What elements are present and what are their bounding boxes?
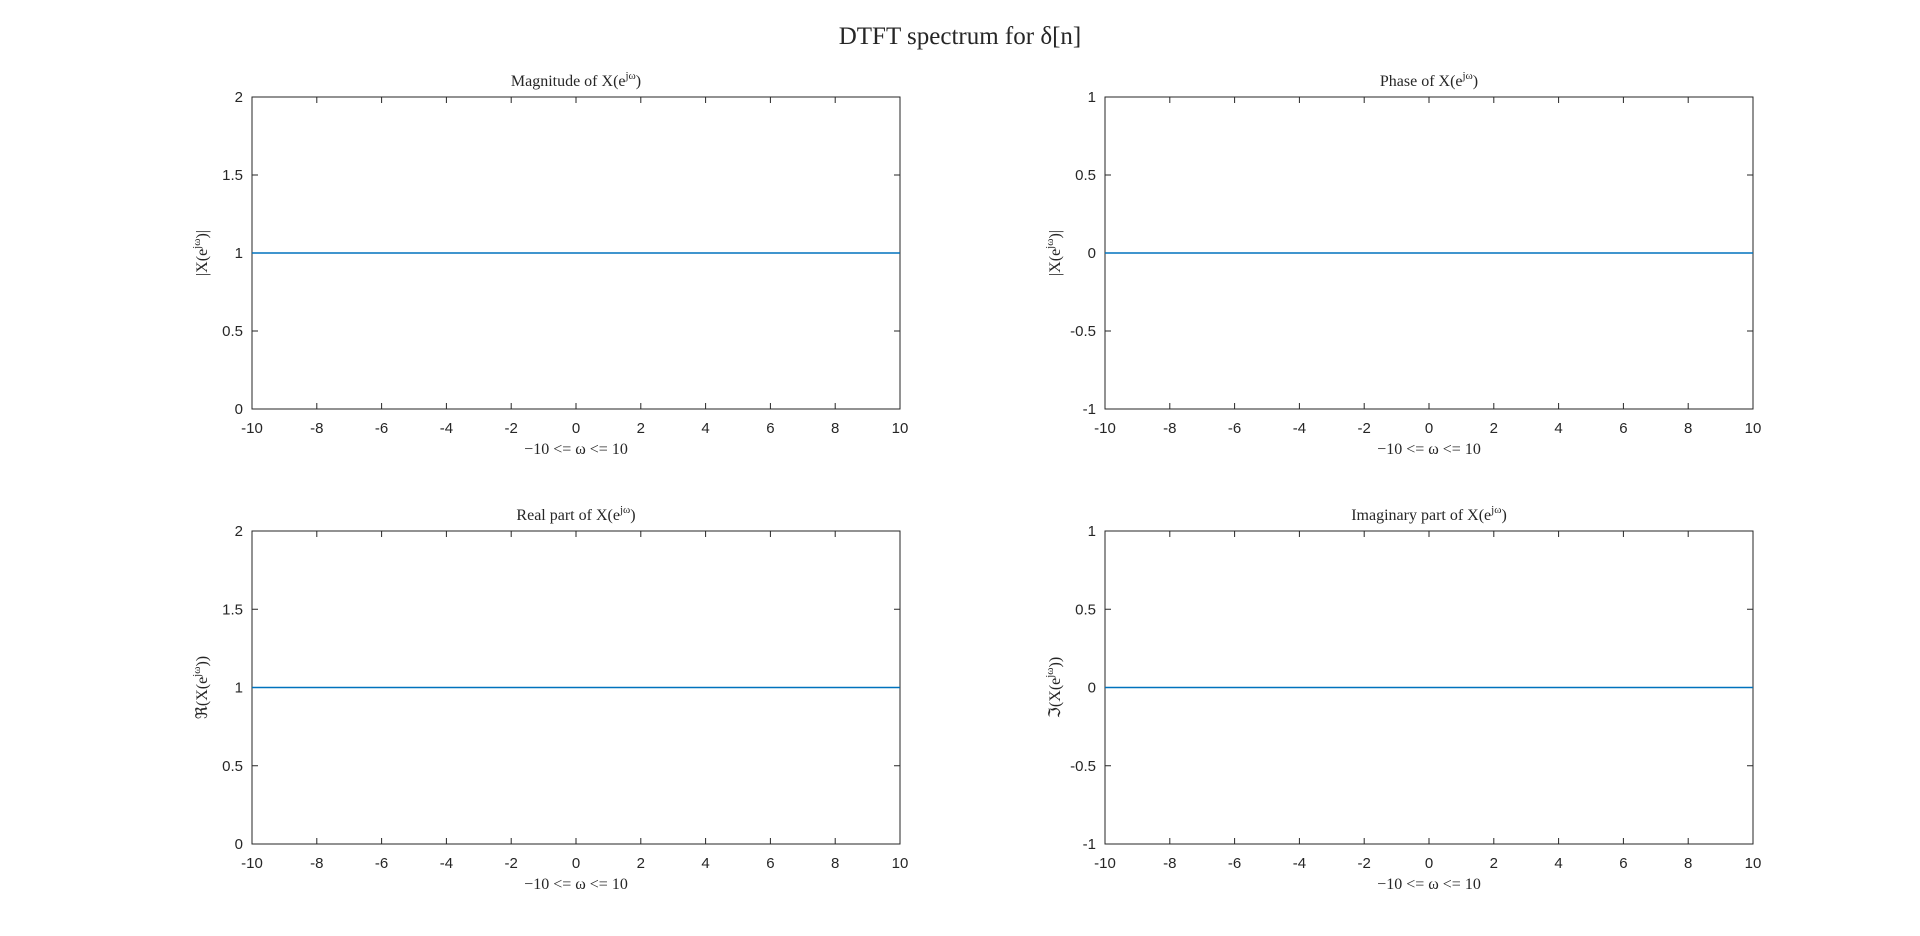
x-tick-label: -10 [241, 420, 263, 437]
x-axis-label: −10 <= ω <= 10 [1377, 441, 1481, 458]
x-tick-label: 10 [1745, 855, 1762, 872]
x-tick-label: 8 [831, 420, 839, 437]
y-tick-label: 0.5 [222, 758, 243, 775]
x-tick-label: 10 [892, 855, 909, 872]
x-axis-label: −10 <= ω <= 10 [524, 441, 628, 458]
y-tick-label: -0.5 [1070, 323, 1096, 340]
x-tick-label: 0 [572, 420, 580, 437]
x-tick-label: 0 [1425, 420, 1433, 437]
y-axis-label: ℜ(X(ejω)) [191, 656, 211, 719]
y-tick-label: 1 [235, 680, 243, 697]
x-tick-label: -2 [1358, 855, 1371, 872]
x-tick-label: 2 [637, 855, 645, 872]
x-tick-label: -6 [375, 420, 388, 437]
y-tick-label: -0.5 [1070, 758, 1096, 775]
x-tick-label: -6 [1228, 420, 1241, 437]
x-tick-label: -2 [505, 855, 518, 872]
x-tick-label: -8 [1163, 855, 1176, 872]
x-tick-label: 4 [701, 420, 709, 437]
y-tick-label: 2 [235, 89, 243, 106]
y-tick-label: 1 [1088, 523, 1096, 540]
subplot-4: -10 -8 -6 -4 -2 0 2 4 6 8 10 -1 -0.5 0 0.5 1 Imaginary p… [1044, 504, 1761, 893]
x-tick-label: 6 [1619, 420, 1627, 437]
x-tick-label: 0 [1425, 855, 1433, 872]
x-tick-label: -10 [1094, 855, 1116, 872]
y-tick-label: 0 [1088, 680, 1096, 697]
x-tick-label: 6 [766, 855, 774, 872]
x-tick-label: 2 [1490, 420, 1498, 437]
y-tick-label: 2 [235, 523, 243, 540]
x-axis-label: −10 <= ω <= 10 [524, 876, 628, 893]
y-tick-label: -1 [1083, 401, 1096, 418]
x-tick-label: -2 [1358, 420, 1371, 437]
x-tick-label: -6 [375, 855, 388, 872]
x-tick-label: 4 [1554, 420, 1562, 437]
x-tick-label: -8 [1163, 420, 1176, 437]
subplot-2: -10 -8 -6 -4 -2 0 2 4 6 8 10 -1 -0.5 0 0.5 1 Phase of X(… [1044, 70, 1761, 458]
y-tick-label: 0 [1088, 245, 1096, 262]
y-axis-label: ℑ(X(ejω)) [1044, 657, 1064, 718]
subplot-title: Phase of X(ejω) [1380, 70, 1478, 90]
x-tick-label: -4 [1293, 420, 1306, 437]
y-tick-label: -1 [1083, 836, 1096, 853]
x-tick-label: 2 [637, 420, 645, 437]
subplot-title: Imaginary part of X(ejω) [1351, 504, 1507, 524]
y-tick-label: 0 [235, 836, 243, 853]
x-tick-label: 8 [1684, 855, 1692, 872]
x-tick-label: 6 [766, 420, 774, 437]
subplot-title: Real part of X(ejω) [516, 504, 635, 524]
y-tick-label: 1 [235, 245, 243, 262]
y-tick-label: 0.5 [222, 323, 243, 340]
x-tick-label: -10 [241, 855, 263, 872]
subplot-title: Magnitude of X(ejω) [511, 70, 641, 90]
y-tick-label: 0.5 [1075, 601, 1096, 618]
x-tick-label: 10 [892, 420, 909, 437]
x-tick-label: -6 [1228, 855, 1241, 872]
x-axis-label: −10 <= ω <= 10 [1377, 876, 1481, 893]
x-tick-label: 0 [572, 855, 580, 872]
x-tick-label: 8 [1684, 420, 1692, 437]
y-axis-label: |X(ejω)| [1044, 230, 1064, 276]
x-tick-label: -4 [440, 420, 453, 437]
y-tick-label: 1 [1088, 89, 1096, 106]
x-tick-label: -4 [1293, 855, 1306, 872]
subplot-3: -10 -8 -6 -4 -2 0 2 4 6 8 10 0 0.5 1 1.5 2 Real part of … [191, 504, 908, 893]
x-tick-label: 10 [1745, 420, 1762, 437]
subplot-1: -10 -8 -6 -4 -2 0 2 4 6 8 10 0 0.5 1 1.5 2 Magnitude of … [191, 70, 908, 458]
y-tick-label: 0 [235, 401, 243, 418]
y-tick-label: 1.5 [222, 601, 243, 618]
y-tick-label: 0.5 [1075, 167, 1096, 184]
x-tick-label: 2 [1490, 855, 1498, 872]
x-tick-label: -10 [1094, 420, 1116, 437]
x-tick-label: 6 [1619, 855, 1627, 872]
x-tick-label: -4 [440, 855, 453, 872]
x-tick-label: 4 [1554, 855, 1562, 872]
x-tick-label: -2 [505, 420, 518, 437]
y-axis-label: |X(ejω)| [191, 230, 211, 276]
y-tick-label: 1.5 [222, 167, 243, 184]
x-tick-label: 4 [701, 855, 709, 872]
x-tick-label: -8 [310, 855, 323, 872]
figure-suptitle: DTFT spectrum for δ[n] [839, 23, 1082, 50]
x-tick-label: -8 [310, 420, 323, 437]
x-tick-label: 8 [831, 855, 839, 872]
